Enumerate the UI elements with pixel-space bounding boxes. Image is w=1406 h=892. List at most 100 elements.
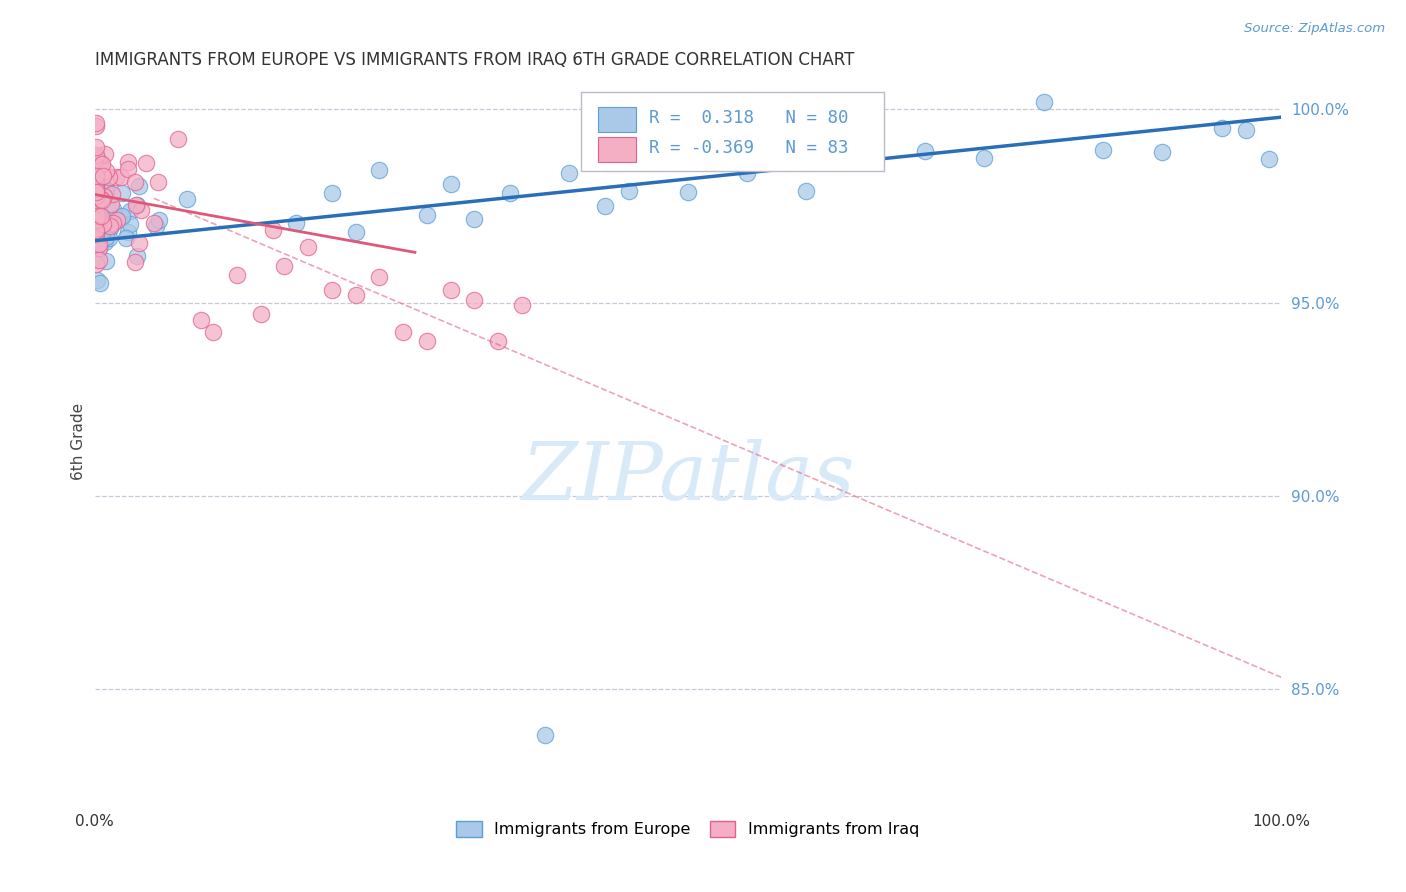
Point xyxy=(84,211,107,226)
Point xyxy=(91,193,114,207)
Point xyxy=(676,185,699,199)
Point xyxy=(796,184,818,198)
Point xyxy=(89,204,111,219)
Point xyxy=(129,202,152,217)
Point xyxy=(84,189,107,203)
Point xyxy=(84,191,107,205)
Point xyxy=(84,194,107,208)
Point xyxy=(84,202,107,217)
Point xyxy=(96,198,118,212)
Point xyxy=(1092,143,1115,157)
Point xyxy=(84,140,107,154)
Point xyxy=(416,209,439,223)
Point xyxy=(86,153,108,168)
Point xyxy=(463,293,485,307)
Point xyxy=(87,215,110,229)
Point xyxy=(90,222,112,236)
Point xyxy=(127,198,149,212)
Text: Source: ZipAtlas.com: Source: ZipAtlas.com xyxy=(1244,22,1385,36)
Point xyxy=(84,185,107,199)
Point xyxy=(676,149,699,163)
Point xyxy=(84,224,107,238)
Point xyxy=(98,219,121,233)
Point xyxy=(86,219,108,234)
Point xyxy=(148,213,170,227)
Point xyxy=(84,182,107,196)
Point xyxy=(297,240,319,254)
Point xyxy=(89,241,111,255)
Point xyxy=(84,213,107,227)
Point xyxy=(439,283,461,297)
Point xyxy=(84,195,107,210)
Point xyxy=(534,728,557,742)
Point xyxy=(84,219,107,233)
Point xyxy=(101,202,124,216)
Point xyxy=(392,325,415,339)
Point xyxy=(463,211,485,226)
Text: R = -0.369   N = 83: R = -0.369 N = 83 xyxy=(648,139,848,157)
Point xyxy=(93,183,115,197)
Point xyxy=(1032,95,1054,109)
Point xyxy=(273,259,295,273)
Point xyxy=(166,132,188,146)
Point xyxy=(617,184,640,198)
FancyBboxPatch shape xyxy=(581,93,883,170)
Point xyxy=(89,241,111,255)
Point xyxy=(101,216,124,230)
Point xyxy=(117,162,139,177)
Point xyxy=(93,235,115,249)
Point xyxy=(86,209,108,223)
Point xyxy=(90,209,112,223)
Text: ZIPatlas: ZIPatlas xyxy=(522,439,855,516)
Point xyxy=(84,227,107,241)
Point xyxy=(89,156,111,170)
Point xyxy=(104,170,127,185)
Point xyxy=(84,212,107,227)
Point xyxy=(100,197,122,211)
Point xyxy=(190,313,212,327)
Point xyxy=(84,165,107,179)
Point xyxy=(84,119,107,133)
Point xyxy=(148,175,170,189)
Point xyxy=(114,231,136,245)
Point xyxy=(124,255,146,269)
Point xyxy=(84,238,107,252)
Point xyxy=(111,209,134,223)
Legend: Immigrants from Europe, Immigrants from Iraq: Immigrants from Europe, Immigrants from … xyxy=(450,814,927,844)
Point xyxy=(368,270,391,285)
Point xyxy=(486,334,509,349)
Point xyxy=(128,235,150,250)
Point xyxy=(86,273,108,287)
Point xyxy=(202,325,225,339)
Point xyxy=(90,224,112,238)
Point xyxy=(84,167,107,181)
Point xyxy=(84,239,107,253)
Point xyxy=(89,228,111,243)
Point xyxy=(499,186,522,201)
Point xyxy=(973,151,995,165)
Point xyxy=(111,210,134,224)
Point xyxy=(86,227,108,242)
Point xyxy=(89,198,111,212)
Point xyxy=(86,218,108,232)
Point xyxy=(226,268,249,283)
Point xyxy=(84,203,107,218)
Point xyxy=(84,239,107,253)
Point xyxy=(90,192,112,206)
Point xyxy=(111,186,134,200)
Point xyxy=(84,159,107,173)
Point xyxy=(125,197,148,211)
Point xyxy=(89,199,111,213)
Point xyxy=(1258,153,1281,167)
Point xyxy=(84,176,107,190)
Point xyxy=(87,253,110,268)
Point xyxy=(84,182,107,196)
Point xyxy=(117,155,139,169)
Point xyxy=(510,298,533,312)
Point xyxy=(84,169,107,183)
Point xyxy=(262,223,284,237)
Point xyxy=(285,215,308,229)
Y-axis label: 6th Grade: 6th Grade xyxy=(72,403,86,480)
Point xyxy=(84,257,107,271)
Point xyxy=(89,221,111,235)
